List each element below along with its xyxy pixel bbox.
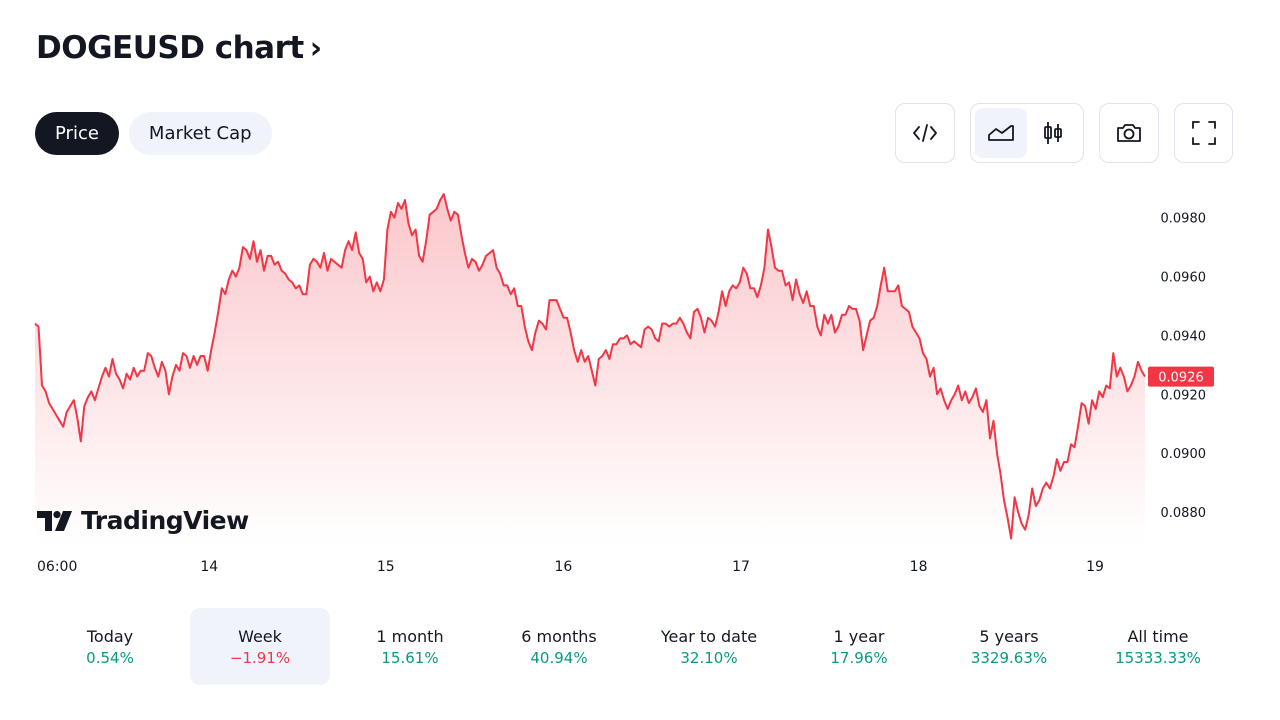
y-tick-label: 0.0940 [1161, 329, 1207, 344]
period-6-months[interactable]: 6 months 40.94% [489, 608, 629, 685]
candlestick-icon [1044, 122, 1062, 144]
price-line-layer [34, 193, 1146, 540]
last-price-marker: 0.0926 [1148, 366, 1214, 387]
period-label: 1 year [833, 626, 885, 646]
period-today[interactable]: Today 0.54% [40, 608, 180, 685]
period-value: 32.10% [680, 648, 738, 667]
period-5-years[interactable]: 5 years 3329.63% [939, 608, 1079, 685]
tradingview-logo-icon [37, 510, 72, 531]
period-label: All time [1127, 626, 1189, 646]
last-price-label: 0.0926 [1158, 371, 1204, 386]
price-area-fill [35, 194, 1145, 545]
period-label: 1 month [376, 626, 444, 646]
period-value: 0.54% [86, 648, 134, 667]
area-fill-layer [35, 194, 1145, 545]
area-chart-button[interactable] [975, 108, 1027, 158]
tab-price[interactable]: Price [35, 112, 119, 155]
x-tick-label: 15 [377, 559, 395, 575]
snapshot-button[interactable] [1099, 103, 1159, 163]
period-label: Week [238, 626, 282, 646]
y-tick-label: 0.0900 [1161, 447, 1207, 462]
period-week[interactable]: Week −1.91% [190, 608, 330, 685]
x-axis: 06:00 14 15 16 17 18 19 [37, 559, 1104, 575]
embed-button[interactable] [895, 103, 955, 163]
period-year-to-date[interactable]: Year to date 32.10% [639, 608, 779, 685]
period-value: 40.94% [530, 648, 588, 667]
period-label: Today [86, 626, 134, 646]
period-value: −1.91% [229, 648, 291, 667]
y-tick-label: 0.0980 [1161, 212, 1207, 227]
page-title[interactable]: DOGEUSD chart › [36, 30, 322, 66]
chart-mode-tabs: Price Market Cap [35, 112, 272, 155]
page-title-text: DOGEUSD chart [36, 30, 304, 66]
candlestick-button[interactable] [1027, 108, 1079, 158]
area-chart-icon [988, 125, 1014, 141]
y-tick-label: 0.0880 [1161, 506, 1207, 521]
fullscreen-button[interactable] [1174, 103, 1233, 163]
x-tick-label: 06:00 [37, 559, 77, 575]
period-value: 17.96% [830, 648, 888, 667]
period-label: 5 years [979, 626, 1039, 646]
x-tick-label: 16 [554, 559, 572, 575]
period-value: 15.61% [381, 648, 439, 667]
tab-market-cap[interactable]: Market Cap [128, 112, 272, 155]
y-tick-label: 0.0920 [1161, 388, 1207, 403]
x-tick-label: 19 [1086, 559, 1104, 575]
period-value: 3329.63% [970, 648, 1048, 667]
y-tick-label: 0.0960 [1161, 271, 1207, 286]
period-label: Year to date [660, 626, 758, 646]
price-line [34, 193, 1146, 540]
period-value: 15333.33% [1115, 648, 1201, 667]
fullscreen-icon [1191, 121, 1216, 145]
x-tick-label: 18 [910, 559, 928, 575]
x-tick-label: 17 [732, 559, 750, 575]
y-axis: 0.0980 0.0960 0.0940 0.0920 0.0900 0.0880 [1161, 212, 1207, 521]
chevron-right-icon: › [309, 30, 322, 66]
period-1-year[interactable]: 1 year 17.96% [789, 608, 929, 685]
watermark-text: TradingView [81, 506, 249, 535]
period-label: 6 months [521, 626, 597, 646]
period-all-time[interactable]: All time 15333.33% [1088, 608, 1228, 685]
camera-icon [1117, 124, 1141, 142]
period-performance-row: Today 0.54% Week −1.91% 1 month 15.61% 6… [35, 608, 1245, 686]
tradingview-watermark[interactable]: TradingView [37, 506, 249, 535]
x-tick-label: 14 [200, 559, 218, 575]
chart-type-group [970, 103, 1084, 163]
last-price-badge [1148, 366, 1214, 387]
period-1-month[interactable]: 1 month 15.61% [340, 608, 480, 685]
price-chart[interactable]: 0.0980 0.0960 0.0940 0.0920 0.0900 0.0880 06:… [0, 170, 1280, 580]
code-icon [913, 124, 937, 142]
